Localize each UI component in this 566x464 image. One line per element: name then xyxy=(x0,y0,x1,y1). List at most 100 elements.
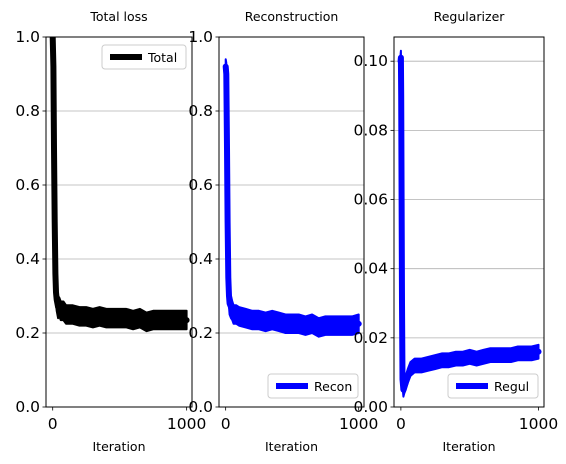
y-tick-label: 0.0 xyxy=(188,398,213,416)
data-point xyxy=(55,291,57,294)
data-layer xyxy=(49,37,190,333)
y-tick-label: 0.10 xyxy=(353,52,388,70)
data-point xyxy=(52,65,55,68)
data-point xyxy=(503,354,505,356)
data-point xyxy=(517,352,519,355)
panel-1: 0.0 0.2 0.4 0.6 0.8 1.0 0 1000 Total loss Iterati… xyxy=(15,9,206,454)
data-point xyxy=(59,310,62,312)
data-point xyxy=(179,319,181,321)
data-point xyxy=(232,313,235,316)
series-line xyxy=(397,54,542,393)
data-point xyxy=(53,221,56,223)
data-point xyxy=(401,378,404,381)
panel-3: 0.00 0.02 0.04 0.06 0.08 0.10 0 1000 Regularizer… xyxy=(353,9,558,454)
data-point xyxy=(462,357,464,360)
data-point xyxy=(455,357,457,360)
data-point xyxy=(72,313,74,316)
data-point xyxy=(537,350,540,353)
data-point xyxy=(231,310,234,312)
chart-title: Total loss xyxy=(89,9,147,24)
data-layer xyxy=(222,58,362,338)
legend: Total xyxy=(101,44,187,70)
data-point xyxy=(55,298,58,301)
x-tick-label: 1000 xyxy=(167,415,206,433)
data-point xyxy=(54,273,57,275)
data-point xyxy=(318,326,320,329)
data-point xyxy=(404,382,407,384)
data-point xyxy=(402,388,405,391)
data-point xyxy=(284,323,287,325)
y-tick-label: 0.04 xyxy=(353,260,388,278)
chart-title: Reconstruction xyxy=(245,9,339,24)
data-point xyxy=(271,319,274,321)
axes-frame xyxy=(393,36,545,408)
panel-2: 0.0 0.2 0.4 0.6 0.8 1.0 0 1000 Reconstruction Ite… xyxy=(188,9,378,454)
data-point xyxy=(401,302,403,305)
data-point xyxy=(264,321,267,323)
data-point xyxy=(291,323,294,325)
series-band xyxy=(224,58,360,338)
data-point xyxy=(228,295,230,297)
data-point xyxy=(434,361,437,363)
data-point xyxy=(258,319,260,321)
data-point xyxy=(351,324,353,327)
data-point xyxy=(98,315,101,318)
data-point xyxy=(400,95,403,97)
data-point xyxy=(468,356,471,358)
data-point xyxy=(230,306,232,308)
data-point xyxy=(112,317,114,320)
data-point xyxy=(125,317,128,320)
series-line xyxy=(49,37,190,325)
data-point xyxy=(224,65,227,68)
legend: Regul xyxy=(447,373,539,399)
legend-box xyxy=(267,373,359,399)
data-point xyxy=(172,319,174,321)
y-tick-label: 0.06 xyxy=(353,191,388,209)
data-point xyxy=(427,363,430,365)
data-point xyxy=(235,313,238,316)
y-tick-label: 0.2 xyxy=(188,324,213,342)
data-point xyxy=(244,317,247,320)
y-tick-label: 1.0 xyxy=(188,28,213,46)
data-point xyxy=(85,315,87,318)
legend-label: Regul xyxy=(494,379,529,394)
data-point xyxy=(58,306,61,308)
data-point xyxy=(159,319,161,321)
data-point xyxy=(225,73,228,75)
y-tick-label: 0.4 xyxy=(188,250,213,268)
data-point xyxy=(92,317,94,320)
data-point xyxy=(226,147,228,149)
legend: Recon xyxy=(267,373,359,399)
data-point xyxy=(227,276,230,279)
data-point xyxy=(510,354,512,356)
x-tick-label: 0 xyxy=(48,415,58,433)
y-tick-label: 0.0 xyxy=(15,398,40,416)
data-point xyxy=(482,356,485,358)
legend-box xyxy=(447,373,539,399)
data-point xyxy=(228,302,231,305)
data-point xyxy=(420,364,423,367)
data-point xyxy=(409,368,412,370)
x-tick-label: 0 xyxy=(221,415,231,433)
data-point xyxy=(118,317,121,320)
series-band xyxy=(51,37,188,333)
data-point xyxy=(226,221,229,223)
data-point xyxy=(441,359,444,362)
y-tick-label: 0.6 xyxy=(15,176,40,194)
data-point xyxy=(251,319,254,321)
data-point xyxy=(62,310,65,312)
data-point xyxy=(185,319,188,321)
data-point xyxy=(403,385,406,388)
data-point xyxy=(57,306,59,308)
y-tick-label: 0.8 xyxy=(15,102,40,120)
chart-title: Regularizer xyxy=(434,9,506,24)
series-band xyxy=(399,49,540,398)
legend-label: Total xyxy=(147,50,177,65)
data-point xyxy=(475,357,478,360)
x-axis-label: Iteration xyxy=(442,439,495,454)
data-point xyxy=(331,324,333,327)
data-point xyxy=(344,324,347,327)
data-point xyxy=(139,317,141,320)
y-tick-label: 0.6 xyxy=(188,176,213,194)
